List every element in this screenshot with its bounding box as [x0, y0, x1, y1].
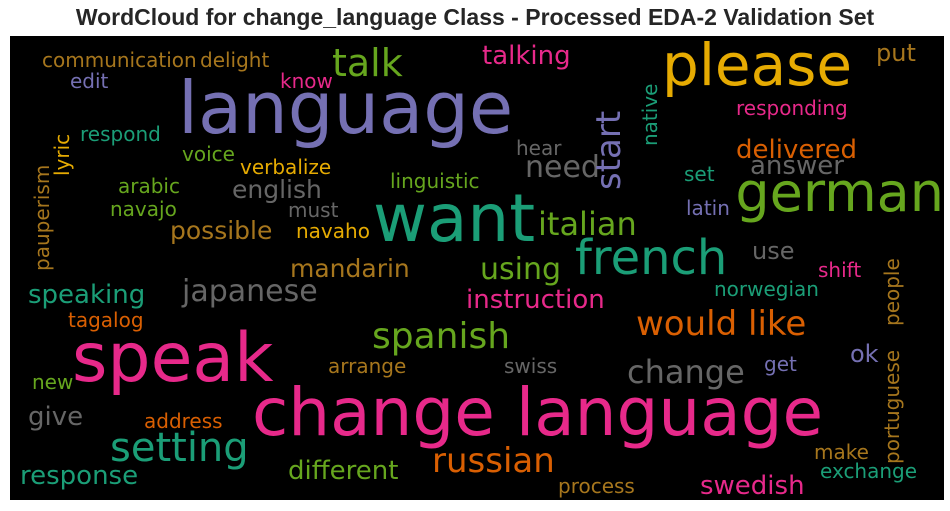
word-need: need [525, 150, 600, 185]
word-start: start [589, 110, 629, 190]
word-people: people [880, 258, 904, 326]
word-delivered: delivered [736, 135, 857, 165]
word-give: give [28, 402, 84, 432]
word-russian: russian [432, 441, 555, 481]
word-mandarin: mandarin [290, 254, 410, 283]
word-responding: responding [736, 96, 848, 120]
word-shift: shift [818, 258, 862, 282]
word-exchange: exchange [820, 459, 918, 483]
word-talk: talk [332, 41, 403, 85]
word-hear: hear [516, 136, 562, 160]
word-linguistic: linguistic [390, 169, 480, 193]
word-italian: italian [538, 205, 637, 243]
word-get: get [764, 352, 797, 376]
word-use: use [752, 237, 795, 265]
word-latin: latin [686, 196, 730, 220]
word-language: language [178, 66, 514, 150]
word-cloud-canvas: change language want language speak please ge… [10, 36, 944, 500]
word-native: native [638, 83, 662, 146]
word-speaking: speaking [28, 280, 146, 310]
word-change: change [627, 353, 745, 391]
word-know: know [280, 69, 333, 93]
word-communication: communication [42, 48, 197, 72]
word-process: process [558, 474, 635, 498]
word-put: put [876, 39, 916, 67]
word-delight: delight [200, 48, 270, 72]
word-ok: ok [850, 340, 879, 368]
word-must: must [288, 198, 339, 222]
word-japanese: japanese [182, 274, 318, 309]
word-please: please [662, 36, 853, 99]
word-want: want [373, 180, 536, 257]
word-swedish: swedish [700, 471, 805, 500]
word-setting: setting [110, 425, 249, 471]
word-speak: speak [72, 319, 274, 398]
word-possible: possible [170, 216, 273, 245]
word-instruction: instruction [466, 285, 605, 315]
word-talking: talking [482, 41, 571, 71]
word-spanish: spanish [372, 316, 511, 357]
word-would-like: would like [636, 304, 807, 344]
word-change-language: change language [252, 374, 824, 451]
word-new: new [32, 370, 74, 394]
word-german: german [735, 161, 944, 224]
word-swiss: swiss [504, 354, 558, 378]
word-answer: answer [750, 151, 844, 181]
word-pauperism: pauperism [30, 164, 54, 271]
word-using: using [480, 252, 562, 287]
word-tagalog: tagalog [68, 308, 144, 332]
chart-title: WordCloud for change_language Class - Pr… [75, 4, 875, 30]
word-address: address [144, 409, 223, 433]
word-norwegian: norwegian [714, 277, 819, 301]
word-different: different [288, 456, 399, 486]
word-make: make [814, 440, 869, 464]
word-english: english [232, 175, 322, 204]
word-verbalize: verbalize [240, 155, 332, 179]
word-arabic: arabic [118, 174, 180, 198]
word-portuguese: portuguese [880, 349, 904, 464]
word-set: set [684, 162, 715, 186]
word-edit: edit [70, 69, 109, 93]
word-navajo: navajo [110, 197, 177, 221]
word-navaho: navaho [296, 219, 370, 243]
word-french: french [575, 230, 728, 286]
word-lyric: lyric [50, 133, 74, 176]
word-arrange: arrange [328, 354, 407, 378]
word-response: response [20, 461, 139, 491]
word-voice: voice [182, 142, 235, 166]
word-respond: respond [80, 122, 161, 146]
